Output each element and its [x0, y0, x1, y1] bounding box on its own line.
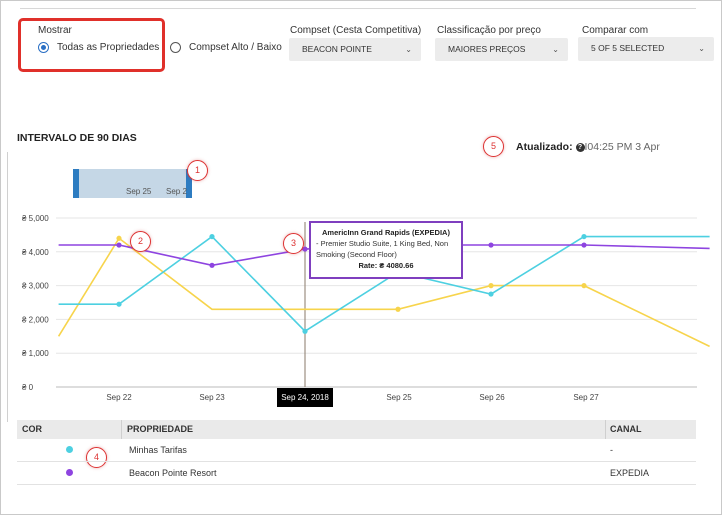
help-icon[interactable]: ? [575, 143, 585, 152]
y-tick-label: ₴ 0 [22, 383, 34, 392]
callout-marker: 2 [130, 231, 151, 252]
price-sort-select[interactable]: MAIORES PREÇOS ⌄ [435, 38, 568, 61]
legend-table-header: COR PROPRIEDADE CANAL [17, 420, 696, 439]
range-navigator[interactable] [75, 169, 190, 198]
data-point[interactable] [209, 262, 215, 268]
chevron-down-icon: ⌄ [552, 45, 559, 54]
radio-all-properties[interactable] [38, 42, 49, 53]
radio-compset-high-low[interactable] [170, 42, 181, 53]
y-tick-label: ₴ 4,000 [22, 248, 49, 257]
navigator-right-handle[interactable] [186, 169, 192, 198]
updated-time: I04:25 PM 3 Apr [584, 141, 660, 153]
data-point[interactable] [116, 242, 122, 248]
y-tick-label: ₴ 5,000 [22, 214, 49, 223]
mostrar-label: Mostrar [38, 25, 72, 36]
data-point[interactable] [581, 242, 587, 248]
column-divider [605, 420, 606, 439]
col-propriedade: PROPRIEDADE [127, 424, 194, 434]
updated-label: Atualizado: [516, 141, 573, 153]
data-point[interactable] [209, 233, 215, 240]
compset-label: Compset (Cesta Competitiva) [290, 25, 422, 36]
col-canal: CANAL [610, 424, 642, 434]
updated-status: Atualizado: ? I04:25 PM 3 Apr [516, 141, 660, 153]
highlight-box [18, 18, 165, 72]
compset-value: BEACON POINTE [302, 44, 372, 54]
callout-marker: 4 [86, 447, 107, 468]
tooltip-title: AmericInn Grand Rapids (EXPEDIA) [322, 228, 450, 237]
chevron-down-icon: ⌄ [405, 45, 412, 54]
series-color-dot [66, 446, 73, 453]
data-point[interactable] [488, 291, 494, 297]
navigator-label: Sep 2 [166, 187, 187, 196]
x-tick-label: Sep 25 [386, 393, 412, 402]
x-tick-label: Sep 27 [573, 393, 599, 402]
data-point[interactable] [116, 235, 122, 241]
data-point[interactable] [116, 301, 122, 307]
chart-left-rule [7, 152, 8, 422]
data-point[interactable] [581, 283, 587, 289]
callout-marker: 3 [283, 233, 304, 254]
top-divider [20, 8, 696, 9]
table-row[interactable]: Beacon Pointe Resort EXPEDIA [17, 462, 696, 485]
navigator-left-handle[interactable] [73, 169, 79, 198]
property-name: Beacon Pointe Resort [129, 468, 217, 478]
tooltip-line: - Premier Studio Suite, 1 King Bed, Non [316, 239, 449, 248]
column-divider [121, 420, 122, 439]
y-tick-label: ₴ 2,000 [22, 315, 49, 324]
series-color-dot [66, 469, 73, 476]
navigator-label: Sep 25 [126, 187, 152, 196]
data-point[interactable] [488, 283, 494, 289]
compare-select[interactable]: 5 OF 5 SELECTED ⌄ [578, 37, 714, 61]
compare-label: Comparar com [582, 25, 649, 36]
tooltip-line: Smoking (Second Floor) [316, 250, 397, 259]
compare-value: 5 OF 5 SELECTED [591, 43, 665, 53]
hover-date-badge: Sep 24, 2018 [277, 388, 333, 407]
section-title: INTERVALO DE 90 DIAS [17, 132, 137, 144]
rate-tooltip: AmericInn Grand Rapids (EXPEDIA) - Premi… [309, 221, 463, 279]
property-name: Minhas Tarifas [129, 445, 187, 455]
data-point[interactable] [302, 328, 308, 334]
price-sort-label: Classificação por preço [437, 25, 541, 36]
data-point[interactable] [581, 233, 587, 240]
data-point[interactable] [488, 242, 494, 248]
data-point[interactable] [395, 306, 401, 312]
y-tick-label: ₴ 1,000 [22, 349, 49, 358]
data-point[interactable] [302, 246, 308, 252]
x-tick-label: Sep 22 [106, 393, 132, 402]
x-tick-label: Sep 23 [199, 393, 225, 402]
table-row[interactable]: Minhas Tarifas - [17, 439, 696, 462]
callout-marker: 1 [187, 160, 208, 181]
y-tick-label: ₴ 3,000 [22, 282, 49, 291]
radio-all-properties-label: Todas as Propriedades [57, 42, 160, 53]
radio-compset-label: Compset Alto / Baixo [189, 42, 282, 53]
channel-name: EXPEDIA [610, 468, 650, 478]
chevron-down-icon: ⌄ [698, 44, 705, 53]
channel-name: - [610, 445, 613, 455]
tooltip-rate: Rate: ₴ 4080.66 [358, 261, 414, 270]
x-tick-label: Sep 26 [479, 393, 505, 402]
series-line[interactable] [58, 235, 710, 333]
col-cor: COR [22, 424, 42, 434]
compset-select[interactable]: BEACON POINTE ⌄ [289, 38, 421, 61]
callout-marker: 5 [483, 136, 504, 157]
price-sort-value: MAIORES PREÇOS [448, 44, 526, 54]
